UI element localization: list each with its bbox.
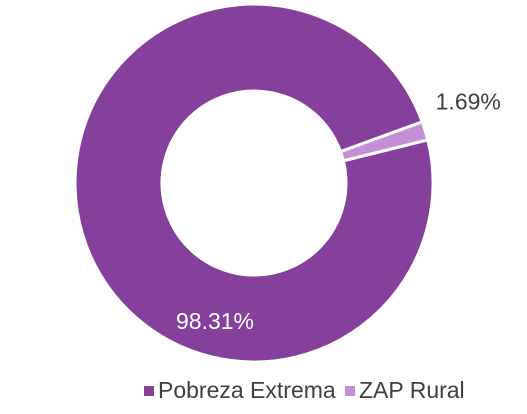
legend-label: Pobreza Extrema	[158, 377, 336, 403]
legend-swatch	[144, 386, 154, 396]
legend-label: ZAP Rural	[359, 377, 465, 403]
data-label: 1.69%	[436, 89, 501, 115]
legend-swatch	[345, 386, 355, 396]
slice	[73, 2, 435, 364]
data-label: 98.31%	[176, 308, 254, 334]
